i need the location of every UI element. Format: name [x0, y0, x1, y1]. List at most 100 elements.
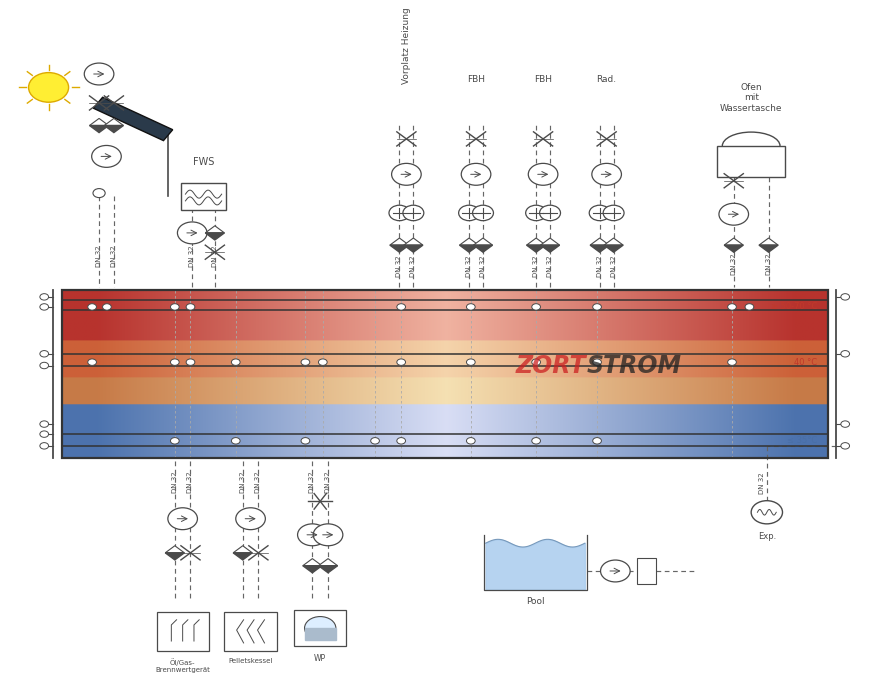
- Polygon shape: [303, 559, 322, 566]
- Circle shape: [235, 508, 265, 530]
- Circle shape: [85, 63, 114, 85]
- Polygon shape: [205, 233, 224, 240]
- Text: DN 32: DN 32: [397, 255, 403, 277]
- Circle shape: [589, 205, 610, 221]
- Circle shape: [841, 442, 849, 449]
- Text: Ofen
mit
Wassertasche: Ofen mit Wassertasche: [720, 83, 782, 112]
- Circle shape: [40, 442, 49, 449]
- Circle shape: [841, 294, 849, 300]
- Circle shape: [745, 304, 753, 310]
- Text: Vorplatz Heizung: Vorplatz Heizung: [402, 8, 411, 84]
- Text: DN 32: DN 32: [111, 245, 117, 267]
- Circle shape: [532, 359, 541, 366]
- Text: DN 32: DN 32: [96, 245, 102, 267]
- Circle shape: [389, 205, 410, 221]
- Circle shape: [727, 359, 736, 366]
- Circle shape: [231, 359, 240, 366]
- Text: DN 32: DN 32: [466, 255, 472, 277]
- Text: FBH: FBH: [534, 75, 552, 84]
- Text: DN 32: DN 32: [533, 255, 539, 277]
- Polygon shape: [724, 245, 743, 253]
- Text: DN 32: DN 32: [187, 471, 194, 493]
- Polygon shape: [390, 238, 409, 245]
- Polygon shape: [527, 238, 546, 245]
- Circle shape: [304, 617, 336, 640]
- Circle shape: [397, 304, 405, 310]
- Circle shape: [526, 205, 547, 221]
- Text: STROM: STROM: [587, 353, 681, 377]
- Polygon shape: [473, 245, 493, 253]
- Circle shape: [540, 205, 561, 221]
- Circle shape: [170, 304, 179, 310]
- Circle shape: [467, 437, 475, 444]
- Circle shape: [170, 437, 179, 444]
- Polygon shape: [404, 245, 423, 253]
- Circle shape: [301, 359, 310, 366]
- Text: FWS: FWS: [193, 157, 215, 167]
- Polygon shape: [105, 126, 124, 132]
- Polygon shape: [590, 238, 610, 245]
- Text: DN 32: DN 32: [189, 245, 195, 267]
- Text: Exp.: Exp.: [758, 531, 776, 540]
- Text: DN 32: DN 32: [325, 471, 331, 493]
- Polygon shape: [460, 245, 479, 253]
- Polygon shape: [205, 226, 224, 233]
- Polygon shape: [165, 553, 184, 560]
- Text: Rad.: Rad.: [596, 75, 617, 84]
- Text: ≥ 50-70 °C: ≥ 50-70 °C: [771, 302, 817, 311]
- Circle shape: [92, 146, 121, 168]
- Circle shape: [177, 222, 207, 244]
- Polygon shape: [460, 238, 479, 245]
- Circle shape: [459, 205, 480, 221]
- Circle shape: [593, 304, 602, 310]
- Circle shape: [318, 359, 327, 366]
- Polygon shape: [527, 245, 546, 253]
- Text: ZORT: ZORT: [516, 353, 587, 377]
- Polygon shape: [165, 546, 184, 553]
- Circle shape: [167, 508, 197, 530]
- Circle shape: [186, 304, 194, 310]
- Circle shape: [397, 359, 405, 366]
- Circle shape: [719, 204, 748, 225]
- Circle shape: [593, 437, 602, 444]
- Circle shape: [371, 437, 379, 444]
- Circle shape: [88, 304, 97, 310]
- Bar: [157, 612, 208, 651]
- Polygon shape: [759, 245, 778, 253]
- Text: DN 32: DN 32: [240, 471, 246, 493]
- Text: DN 32: DN 32: [411, 255, 416, 277]
- Polygon shape: [541, 238, 560, 245]
- Text: DN 32: DN 32: [760, 473, 766, 494]
- Circle shape: [467, 304, 475, 310]
- Polygon shape: [93, 97, 173, 141]
- Circle shape: [40, 351, 49, 357]
- Circle shape: [532, 437, 541, 444]
- Bar: [637, 558, 657, 584]
- Circle shape: [593, 359, 602, 366]
- Text: DN 32: DN 32: [172, 471, 178, 493]
- Circle shape: [88, 359, 97, 366]
- Bar: [181, 184, 226, 210]
- Bar: [224, 612, 276, 651]
- Circle shape: [841, 421, 849, 427]
- Circle shape: [461, 164, 491, 185]
- Bar: [717, 146, 785, 177]
- Text: ≤ 35°C: ≤ 35°C: [787, 436, 817, 445]
- Circle shape: [601, 560, 630, 582]
- Text: DN 32: DN 32: [547, 255, 553, 277]
- Circle shape: [313, 524, 343, 546]
- Circle shape: [40, 294, 49, 300]
- Text: DN 32: DN 32: [212, 245, 218, 267]
- Circle shape: [532, 304, 541, 310]
- Polygon shape: [473, 238, 493, 245]
- Circle shape: [93, 188, 106, 197]
- Circle shape: [29, 72, 69, 102]
- Polygon shape: [604, 245, 623, 253]
- Text: Pool: Pool: [526, 598, 544, 607]
- Polygon shape: [318, 566, 337, 573]
- Circle shape: [403, 205, 424, 221]
- Polygon shape: [233, 546, 252, 553]
- Circle shape: [392, 164, 421, 185]
- Polygon shape: [90, 119, 109, 126]
- Polygon shape: [390, 245, 409, 253]
